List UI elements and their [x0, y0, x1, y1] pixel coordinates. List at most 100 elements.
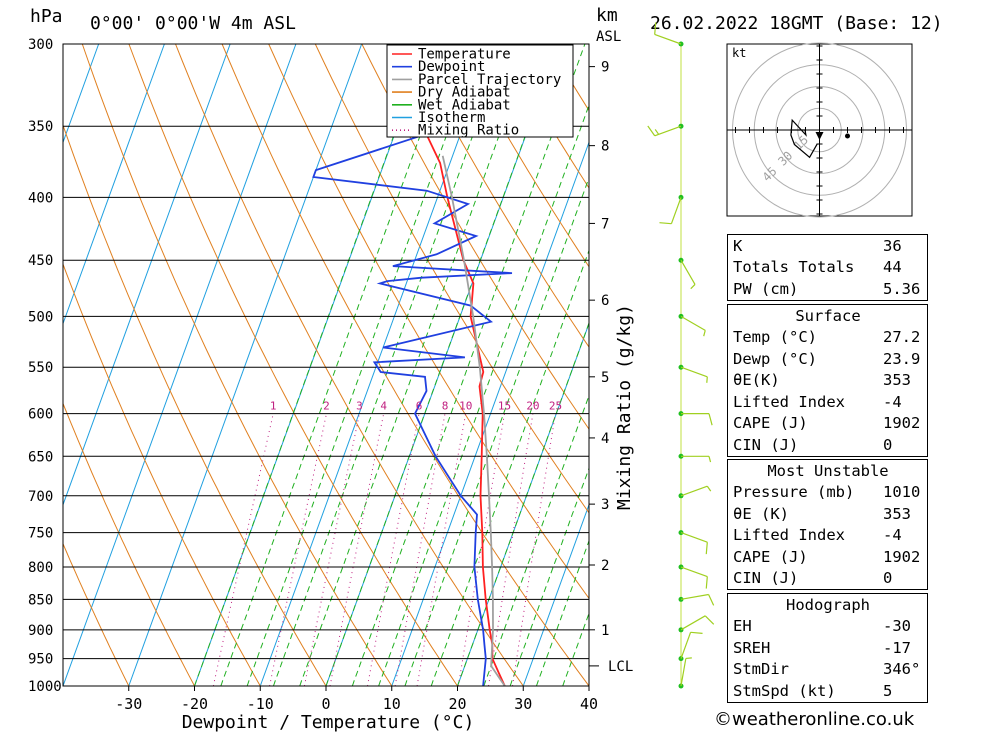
wet-adiabat-line	[299, 44, 533, 686]
km-tick-label: 5	[601, 370, 609, 386]
legend-label: Isotherm	[418, 110, 485, 126]
legend-label: Parcel Trajectory	[418, 72, 561, 88]
row-label: Pressure (mb)	[733, 483, 855, 502]
wind-barb-flag	[706, 485, 712, 492]
isotherm-line	[63, 44, 231, 507]
wind-barb-staff	[680, 532, 708, 543]
wind-barb-staff	[680, 315, 706, 331]
row-label: SREH	[733, 638, 771, 657]
x-tick-label: 10	[383, 695, 401, 713]
mixing-ratio-line	[367, 413, 420, 686]
km-tick-label: 1	[601, 623, 609, 639]
surface-title: Surface	[795, 306, 861, 325]
row-label: Lifted Index	[733, 392, 845, 411]
hodograph-table: Hodograph EH -30 SREH -17 StmDir 346° StmSp…	[727, 593, 928, 703]
row-value: 0	[883, 435, 893, 454]
location-label: 0°00' 0°00'W 4m ASL	[90, 13, 296, 34]
km-tick-label: 7	[601, 216, 609, 232]
pressure-unit-label: hPa	[30, 6, 63, 27]
hodo-row: SREH -17	[728, 637, 927, 659]
row-value: 5.36	[883, 279, 921, 298]
row-label: Temp (°C)	[733, 328, 817, 347]
wind-barb-staff	[680, 566, 708, 578]
wind-barb-staff	[680, 593, 709, 600]
surface-row: Temp (°C) 27.2	[728, 327, 927, 349]
row-label: CIN (J)	[733, 569, 799, 588]
row-label: CIN (J)	[733, 435, 799, 454]
wet-adiabat-line	[351, 44, 586, 686]
row-value: -30	[883, 617, 911, 636]
km-tick-label: 9	[601, 60, 609, 76]
legend-label: Mixing Ratio	[418, 123, 519, 139]
lcl-label: LCL	[608, 659, 633, 675]
mixing-ratio-line	[303, 413, 360, 686]
dry-adiabat-line	[408, 44, 589, 348]
wind-barb-flag	[708, 456, 712, 463]
km-tick-label: 6	[601, 293, 609, 309]
wind-barb-flag	[706, 376, 708, 383]
hodograph-trace	[790, 118, 818, 159]
profile-dewpoint	[312, 44, 513, 686]
pressure-tick-label: 300	[28, 37, 53, 53]
surface-row: CAPE (J) 1902	[728, 413, 927, 435]
mixing-ratio-label: 2	[323, 400, 330, 413]
x-tick-label: -30	[115, 695, 142, 713]
wind-barb-flag	[654, 129, 660, 135]
pressure-tick-label: 950	[28, 652, 53, 668]
wind-barb-staff	[680, 259, 696, 285]
row-value: 1902	[883, 547, 921, 566]
row-label: EH	[733, 617, 752, 636]
wet-adiabat-line	[562, 611, 589, 686]
isotherm-line	[522, 503, 589, 686]
row-value: 36	[883, 236, 902, 255]
row-value: 353	[883, 371, 911, 390]
surface-row: Dewp (°C) 23.9	[728, 348, 927, 370]
pressure-tick-label: 450	[28, 253, 53, 269]
surface-row: Lifted Index -4	[728, 391, 927, 413]
datetime-label: 26.02.2022 18GMT (Base: 12)	[650, 13, 943, 34]
asl-unit-label: ASL	[596, 29, 621, 45]
wind-barb-flag	[654, 22, 657, 35]
mixing-ratio-label: 15	[498, 400, 511, 413]
wet-adiabat-line	[378, 103, 589, 686]
wet-adiabat-line	[325, 44, 560, 686]
index-row-pw: PW (cm) 5.36	[728, 278, 927, 300]
row-value: 5	[883, 681, 893, 700]
isotherm-line	[128, 44, 363, 686]
x-tick-label: 0	[321, 695, 330, 713]
index-row-tt: Totals Totals 44	[728, 257, 927, 279]
legend-label: Temperature	[418, 47, 511, 63]
wind-barb-flag	[704, 615, 715, 625]
index-row-k: K 36	[728, 235, 927, 257]
row-label: Lifted Index	[733, 526, 845, 545]
mu-row: θE (K) 353	[728, 503, 927, 525]
axes: 1 2 3 4 6 8 10 15 20 2530035040045050055060065070…	[28, 37, 633, 713]
most-unstable-table: Most Unstable Pressure (mb) 1010 θE (K) 35…	[727, 459, 928, 590]
row-value: 346°	[883, 660, 921, 679]
mu-row: Pressure (mb) 1010	[728, 482, 927, 504]
surface-row: θE(K) 353	[728, 370, 927, 392]
pressure-tick-label: 800	[28, 560, 53, 576]
wind-barb-staff	[680, 615, 706, 631]
wind-barb-flag	[690, 284, 696, 290]
pressure-tick-label: 750	[28, 526, 53, 542]
hodograph-storm-marker	[815, 132, 824, 140]
x-axis-label: Dewpoint / Temperature (°C)	[182, 712, 475, 733]
pressure-tick-label: 400	[28, 190, 53, 206]
pressure-tick-label: 850	[28, 592, 53, 608]
wind-barb-flag	[708, 413, 713, 426]
pressure-tick-label: 700	[28, 489, 53, 505]
hodograph-unit-label: kt	[732, 46, 746, 60]
row-label: K	[733, 236, 743, 255]
surface-table: Surface Temp (°C) 27.2 Dewp (°C) 23.9 θE(K…	[727, 304, 928, 457]
mixing-ratio-label: 25	[549, 400, 562, 413]
isotherm-line	[63, 44, 165, 325]
mixing-ratio-label: 1	[270, 400, 277, 413]
mixing-ratio-label: 20	[526, 400, 539, 413]
row-value: 44	[883, 258, 902, 277]
row-label: Dewp (°C)	[733, 349, 817, 368]
row-label: Totals Totals	[733, 258, 855, 277]
wet-adiabat-line	[246, 44, 481, 686]
mixing-ratio-label: 3	[356, 400, 363, 413]
